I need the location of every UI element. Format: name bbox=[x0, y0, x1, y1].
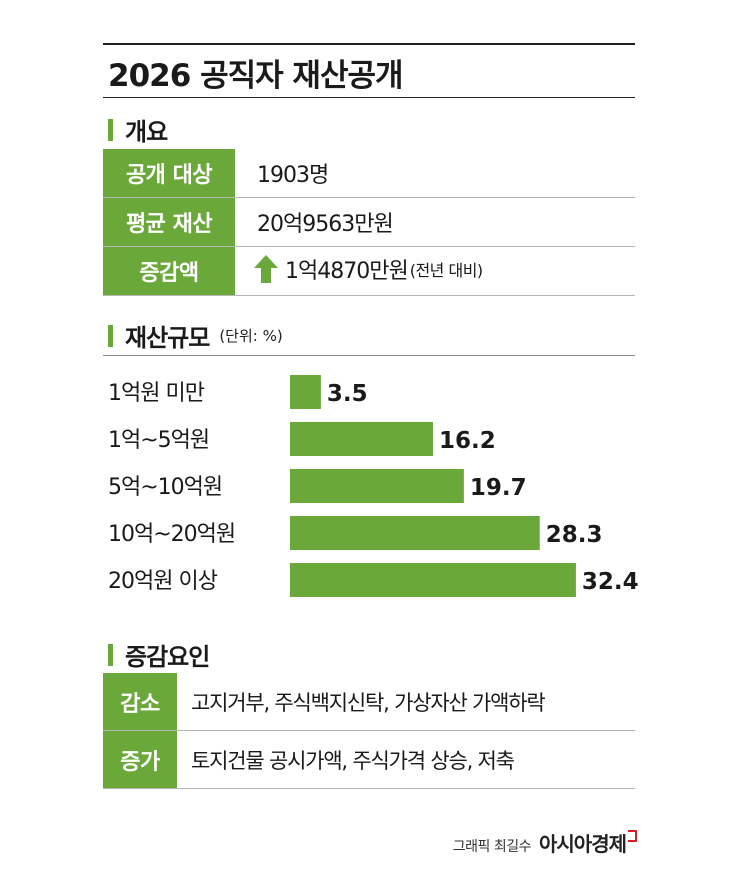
scale-title: 재산규모 bbox=[125, 324, 210, 352]
overview-label: 공개 대상 bbox=[103, 149, 235, 198]
scale-heading: 재산규모 (단위: %) bbox=[108, 318, 283, 353]
scale-unit: (단위: %) bbox=[219, 327, 283, 345]
category-label: 1억원 미만 bbox=[108, 381, 205, 406]
change-note: (전년 대비) bbox=[409, 260, 483, 280]
bar bbox=[290, 516, 540, 550]
category-label: 1억~5억원 bbox=[108, 428, 209, 453]
overview-title: 개요 bbox=[125, 118, 168, 146]
bar bbox=[290, 563, 576, 597]
overview-row-change: 증감액 1억4870만원 (전년 대비) bbox=[103, 246, 635, 296]
factor-value: 고지거부, 주식백지신탁, 가상자산 가액하락 bbox=[191, 690, 546, 715]
factors-heading: 증감요인 bbox=[108, 637, 210, 672]
category-label: 5억~10억원 bbox=[108, 475, 222, 500]
data-label: 3.5 bbox=[327, 381, 368, 407]
bar bbox=[290, 469, 464, 503]
logo-text: 아시아경제 bbox=[539, 832, 627, 856]
factor-label: 증가 bbox=[103, 730, 177, 789]
up-arrow-icon bbox=[254, 254, 278, 283]
factor-row-decrease: 감소 고지거부, 주식백지신탁, 가상자산 가액하락 bbox=[103, 673, 635, 731]
logo-mark-icon bbox=[628, 830, 637, 842]
category-label: 20억원 이상 bbox=[108, 569, 218, 594]
credit-text: 그래픽 최길수 bbox=[452, 839, 532, 855]
overview-row-average: 평균 재산 20억9563만원 bbox=[103, 197, 635, 247]
title-rule bbox=[103, 97, 635, 98]
section-marker bbox=[108, 324, 113, 347]
overview-table: 공개 대상 1903명 평균 재산 20억9563만원 증감액 1억4870만원… bbox=[103, 149, 635, 296]
overview-heading: 개요 bbox=[108, 112, 168, 147]
scale-rule bbox=[103, 355, 635, 356]
credit: 그래픽 최길수 아시아경제 bbox=[453, 828, 637, 857]
publisher-logo: 아시아경제 bbox=[539, 828, 637, 857]
overview-value: 1903명 bbox=[257, 163, 329, 188]
overview-value: 20억9563만원 bbox=[235, 197, 635, 247]
overview-label: 증감액 bbox=[103, 246, 235, 296]
overview-label: 평균 재산 bbox=[103, 197, 235, 247]
data-label: 16.2 bbox=[439, 428, 496, 454]
factors-title: 증감요인 bbox=[125, 643, 210, 671]
category-label: 10억~20억원 bbox=[108, 522, 235, 547]
asset-scale-chart: 1억원 미만 3.5 1억~5억원 16.2 5억~10억원 19.7 10억~20억원 28… bbox=[108, 375, 639, 597]
factor-row-increase: 증가 토지건물 공시가액, 주식가격 상승, 저축 bbox=[103, 730, 635, 789]
factor-value: 토지건물 공시가액, 주식가격 상승, 저축 bbox=[177, 730, 635, 789]
factors-table: 감소 고지거부, 주식백지신탁, 가상자산 가액하락 증가 토지건물 공시가액,… bbox=[103, 673, 635, 789]
section-marker bbox=[108, 643, 113, 666]
overview-change-cell: 1억4870만원 (전년 대비) bbox=[235, 246, 635, 296]
section-marker bbox=[108, 118, 113, 141]
data-label: 19.7 bbox=[470, 475, 527, 501]
change-amount: 1억4870만원 bbox=[285, 258, 409, 284]
data-label: 28.3 bbox=[546, 522, 603, 548]
top-rule bbox=[103, 43, 635, 45]
page-title: 2026 공직자 재산공개 bbox=[108, 58, 404, 94]
overview-row-target: 공개 대상 1903명 bbox=[103, 149, 635, 198]
factor-label: 감소 bbox=[103, 673, 177, 731]
bar bbox=[290, 375, 321, 409]
bar bbox=[290, 422, 433, 456]
data-label: 32.4 bbox=[582, 569, 639, 595]
